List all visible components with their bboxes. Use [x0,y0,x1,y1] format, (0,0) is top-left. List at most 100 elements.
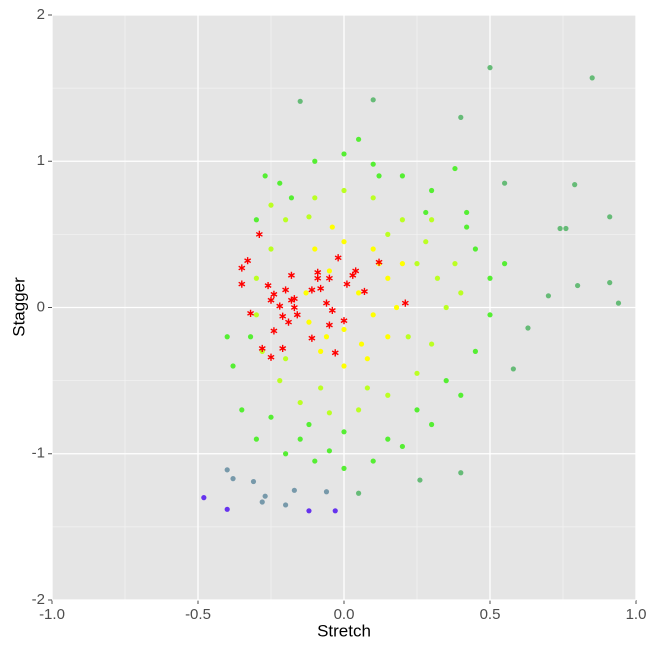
point [487,312,493,318]
point [259,499,265,505]
point [312,458,318,464]
point [356,490,362,496]
point [262,173,268,179]
star-point [308,334,316,342]
point [268,414,274,420]
star-point [328,306,336,315]
point [329,224,335,230]
y-tick-label: -1 [32,445,45,462]
point [312,246,318,252]
point [262,493,268,499]
point [283,356,289,362]
star-point [264,281,272,290]
star-point [244,257,252,265]
point [434,275,441,281]
point [247,334,254,340]
point [332,508,338,514]
point [297,399,303,406]
point [563,225,569,232]
star-point [352,267,360,275]
star-point [238,264,246,272]
point [452,165,458,172]
point [458,392,464,398]
point [385,334,391,340]
point [464,209,470,216]
point [399,173,405,179]
point [356,290,362,296]
point [525,325,531,331]
point [306,421,312,428]
point [303,290,309,296]
point [224,467,230,473]
x-tick-label: 1.0 [626,606,647,623]
point [326,268,332,274]
star-point [323,299,330,307]
point [277,180,283,186]
point [341,363,347,369]
star-point [334,254,342,262]
point [312,158,318,164]
point [341,326,347,333]
point [417,477,423,483]
x-tick-label: -0.5 [185,606,211,623]
point [393,304,400,311]
point [323,334,330,340]
star-point [285,318,292,326]
x-tick-label: -1.0 [39,606,65,623]
point [250,478,257,485]
point [326,448,332,454]
star-point [290,295,298,303]
point [277,378,283,384]
point [341,429,347,435]
point [297,98,303,104]
x-tick-label: 0.5 [480,606,501,623]
star-point [325,321,333,329]
point [414,370,420,376]
point [443,304,449,311]
y-axis-title: Stagger [9,277,28,337]
star-point [267,296,275,304]
star-point [270,290,278,298]
star-point [375,258,383,266]
point [288,195,295,201]
point [306,214,312,220]
point [370,161,376,167]
point [230,476,236,482]
point [472,246,478,252]
point [370,97,376,103]
y-tick-label: -2 [32,591,45,608]
point [399,217,405,223]
star-point [290,303,298,312]
star-point [238,280,246,288]
point [253,217,259,223]
star-point [267,353,275,361]
star-point [279,344,287,353]
point [230,363,236,369]
point [253,436,259,442]
point [399,443,405,450]
point [429,341,435,347]
x-axis-title: Stretch [317,621,371,640]
point [253,312,259,318]
point [502,261,508,267]
y-tick-label: 1 [37,152,45,169]
point [283,451,289,457]
point [458,470,464,476]
star-point [282,286,290,294]
y-tick-label: 0 [37,298,45,315]
point [370,246,376,252]
star-point [255,230,263,238]
point [429,217,435,223]
point [268,202,274,208]
x-tick-label: 0.0 [334,606,355,623]
point [318,348,324,354]
point [385,275,391,281]
point [458,290,464,296]
y-tick-label: 2 [37,6,45,23]
star-point [317,284,325,293]
point [429,187,435,194]
star-point [276,302,284,310]
star-point [308,286,316,294]
point [464,224,470,230]
